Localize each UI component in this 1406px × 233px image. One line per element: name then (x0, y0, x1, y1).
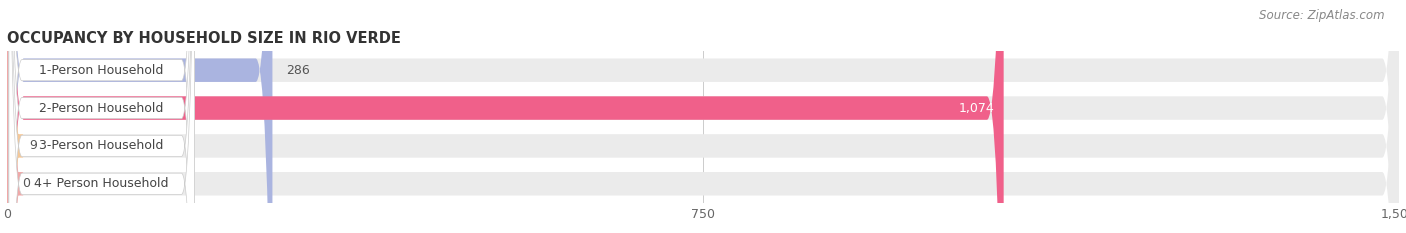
FancyBboxPatch shape (7, 0, 1399, 233)
FancyBboxPatch shape (8, 0, 194, 233)
Text: 0: 0 (22, 177, 30, 190)
Text: 3-Person Household: 3-Person Household (39, 139, 165, 152)
FancyBboxPatch shape (7, 0, 1399, 233)
Text: 1-Person Household: 1-Person Household (39, 64, 165, 77)
Text: Source: ZipAtlas.com: Source: ZipAtlas.com (1260, 9, 1385, 22)
FancyBboxPatch shape (0, 0, 24, 233)
Text: 1,074: 1,074 (959, 102, 994, 115)
FancyBboxPatch shape (8, 0, 194, 233)
Text: 4+ Person Household: 4+ Person Household (34, 177, 169, 190)
FancyBboxPatch shape (7, 0, 1399, 233)
FancyBboxPatch shape (8, 0, 194, 233)
FancyBboxPatch shape (7, 0, 273, 233)
Text: 9: 9 (30, 139, 37, 152)
FancyBboxPatch shape (0, 0, 24, 233)
FancyBboxPatch shape (7, 0, 1399, 233)
Text: OCCUPANCY BY HOUSEHOLD SIZE IN RIO VERDE: OCCUPANCY BY HOUSEHOLD SIZE IN RIO VERDE (7, 31, 401, 46)
FancyBboxPatch shape (7, 0, 1004, 233)
Text: 2-Person Household: 2-Person Household (39, 102, 165, 115)
FancyBboxPatch shape (8, 0, 194, 233)
Text: 286: 286 (287, 64, 311, 77)
